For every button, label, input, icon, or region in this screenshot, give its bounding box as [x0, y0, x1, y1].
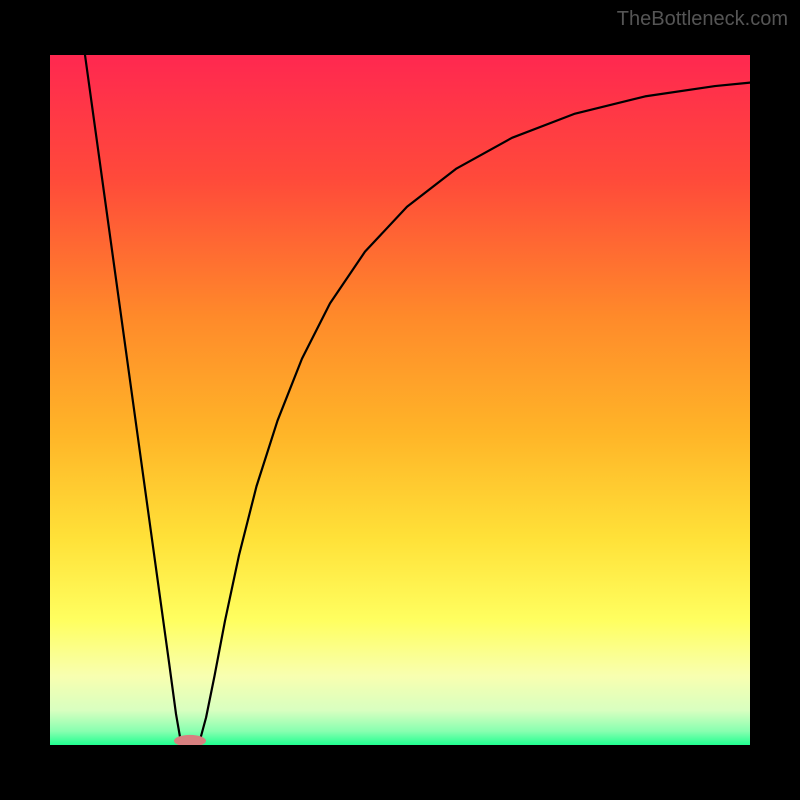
bottleneck-chart: TheBottleneck.com	[0, 0, 800, 800]
plot-background	[50, 55, 750, 745]
watermark-text: TheBottleneck.com	[617, 8, 788, 31]
chart-svg	[0, 0, 800, 800]
